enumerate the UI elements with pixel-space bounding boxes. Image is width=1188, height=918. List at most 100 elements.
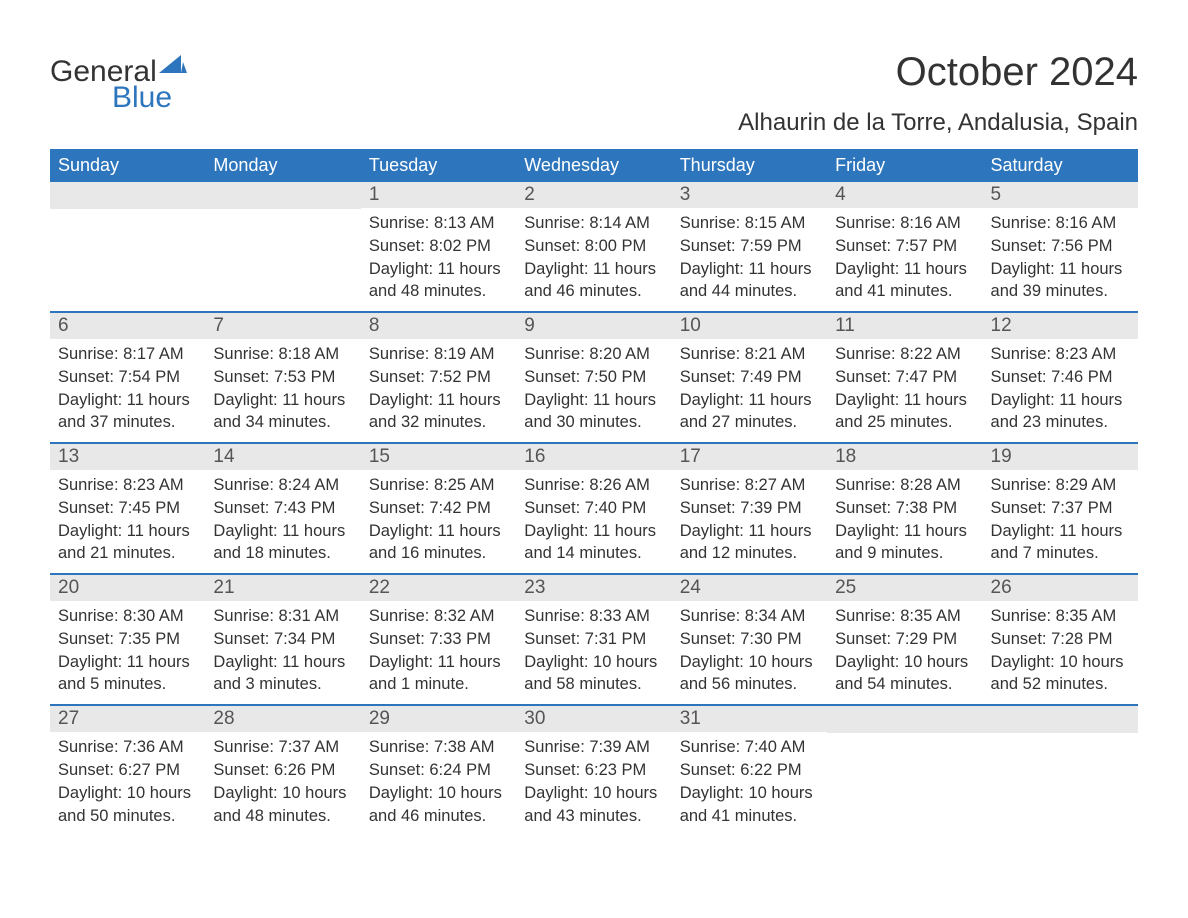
day-number: 4: [827, 182, 982, 208]
sunset-text: Sunset: 7:59 PM: [680, 235, 819, 258]
sunset-text: Sunset: 6:23 PM: [524, 759, 663, 782]
sunrise-text: Sunrise: 8:35 AM: [835, 605, 974, 628]
sunset-text: Sunset: 7:46 PM: [991, 366, 1130, 389]
day-number: 20: [50, 575, 205, 601]
sunset-text: Sunset: 8:02 PM: [369, 235, 508, 258]
sunset-text: Sunset: 6:22 PM: [680, 759, 819, 782]
daylight-text: Daylight: 11 hours and 9 minutes.: [835, 520, 974, 566]
day-body: Sunrise: 8:27 AMSunset: 7:39 PMDaylight:…: [672, 470, 827, 573]
daylight-text: Daylight: 11 hours and 39 minutes.: [991, 258, 1130, 304]
daylight-text: Daylight: 10 hours and 48 minutes.: [213, 782, 352, 828]
day-number-empty: [50, 182, 205, 209]
sunrise-text: Sunrise: 8:19 AM: [369, 343, 508, 366]
week-row: 1Sunrise: 8:13 AMSunset: 8:02 PMDaylight…: [50, 182, 1138, 311]
day-cell: 17Sunrise: 8:27 AMSunset: 7:39 PMDayligh…: [672, 444, 827, 573]
sunset-text: Sunset: 8:00 PM: [524, 235, 663, 258]
day-cell: 9Sunrise: 8:20 AMSunset: 7:50 PMDaylight…: [516, 313, 671, 442]
day-number: 12: [983, 313, 1138, 339]
day-cell: 4Sunrise: 8:16 AMSunset: 7:57 PMDaylight…: [827, 182, 982, 311]
sunrise-text: Sunrise: 7:37 AM: [213, 736, 352, 759]
sunset-text: Sunset: 7:50 PM: [524, 366, 663, 389]
sunset-text: Sunset: 7:38 PM: [835, 497, 974, 520]
day-cell: 28Sunrise: 7:37 AMSunset: 6:26 PMDayligh…: [205, 706, 360, 835]
sunset-text: Sunset: 7:34 PM: [213, 628, 352, 651]
sunrise-text: Sunrise: 8:35 AM: [991, 605, 1130, 628]
day-body: Sunrise: 8:20 AMSunset: 7:50 PMDaylight:…: [516, 339, 671, 442]
day-cell: 8Sunrise: 8:19 AMSunset: 7:52 PMDaylight…: [361, 313, 516, 442]
day-number: 6: [50, 313, 205, 339]
daylight-text: Daylight: 11 hours and 37 minutes.: [58, 389, 197, 435]
daylight-text: Daylight: 10 hours and 58 minutes.: [524, 651, 663, 697]
sunset-text: Sunset: 6:26 PM: [213, 759, 352, 782]
sunrise-text: Sunrise: 8:23 AM: [58, 474, 197, 497]
header: General Blue October 2024 Alhaurin de la…: [50, 50, 1138, 137]
calendar: Sunday Monday Tuesday Wednesday Thursday…: [50, 149, 1138, 835]
sunrise-text: Sunrise: 8:27 AM: [680, 474, 819, 497]
daylight-text: Daylight: 11 hours and 30 minutes.: [524, 389, 663, 435]
daylight-text: Daylight: 11 hours and 48 minutes.: [369, 258, 508, 304]
daylight-text: Daylight: 10 hours and 43 minutes.: [524, 782, 663, 828]
sunset-text: Sunset: 7:52 PM: [369, 366, 508, 389]
daylight-text: Daylight: 11 hours and 14 minutes.: [524, 520, 663, 566]
day-body: Sunrise: 8:34 AMSunset: 7:30 PMDaylight:…: [672, 601, 827, 704]
sunset-text: Sunset: 7:30 PM: [680, 628, 819, 651]
day-cell: 3Sunrise: 8:15 AMSunset: 7:59 PMDaylight…: [672, 182, 827, 311]
sunrise-text: Sunrise: 8:32 AM: [369, 605, 508, 628]
sunrise-text: Sunrise: 8:18 AM: [213, 343, 352, 366]
day-cell: 16Sunrise: 8:26 AMSunset: 7:40 PMDayligh…: [516, 444, 671, 573]
day-cell: 27Sunrise: 7:36 AMSunset: 6:27 PMDayligh…: [50, 706, 205, 835]
day-number: 25: [827, 575, 982, 601]
daylight-text: Daylight: 11 hours and 21 minutes.: [58, 520, 197, 566]
sunrise-text: Sunrise: 8:28 AM: [835, 474, 974, 497]
day-number: 14: [205, 444, 360, 470]
day-cell: 5Sunrise: 8:16 AMSunset: 7:56 PMDaylight…: [983, 182, 1138, 311]
day-body: Sunrise: 8:23 AMSunset: 7:45 PMDaylight:…: [50, 470, 205, 573]
logo: General Blue: [50, 50, 187, 113]
day-body: Sunrise: 8:22 AMSunset: 7:47 PMDaylight:…: [827, 339, 982, 442]
day-cell: 6Sunrise: 8:17 AMSunset: 7:54 PMDaylight…: [50, 313, 205, 442]
daylight-text: Daylight: 10 hours and 50 minutes.: [58, 782, 197, 828]
day-cell: 1Sunrise: 8:13 AMSunset: 8:02 PMDaylight…: [361, 182, 516, 311]
daylight-text: Daylight: 11 hours and 7 minutes.: [991, 520, 1130, 566]
sunset-text: Sunset: 7:40 PM: [524, 497, 663, 520]
logo-text-blue: Blue: [112, 82, 187, 114]
weeks-container: 1Sunrise: 8:13 AMSunset: 8:02 PMDaylight…: [50, 182, 1138, 835]
sunrise-text: Sunrise: 8:29 AM: [991, 474, 1130, 497]
day-body: Sunrise: 7:38 AMSunset: 6:24 PMDaylight:…: [361, 732, 516, 835]
day-number: 15: [361, 444, 516, 470]
sunset-text: Sunset: 7:57 PM: [835, 235, 974, 258]
day-header-sunday: Sunday: [50, 149, 205, 182]
daylight-text: Daylight: 10 hours and 54 minutes.: [835, 651, 974, 697]
day-body: Sunrise: 8:32 AMSunset: 7:33 PMDaylight:…: [361, 601, 516, 704]
day-cell: 10Sunrise: 8:21 AMSunset: 7:49 PMDayligh…: [672, 313, 827, 442]
sunrise-text: Sunrise: 8:16 AM: [835, 212, 974, 235]
day-cell: 26Sunrise: 8:35 AMSunset: 7:28 PMDayligh…: [983, 575, 1138, 704]
day-body: Sunrise: 8:15 AMSunset: 7:59 PMDaylight:…: [672, 208, 827, 311]
sunset-text: Sunset: 7:31 PM: [524, 628, 663, 651]
day-cell: 24Sunrise: 8:34 AMSunset: 7:30 PMDayligh…: [672, 575, 827, 704]
day-cell: 12Sunrise: 8:23 AMSunset: 7:46 PMDayligh…: [983, 313, 1138, 442]
day-body: Sunrise: 8:23 AMSunset: 7:46 PMDaylight:…: [983, 339, 1138, 442]
daylight-text: Daylight: 11 hours and 3 minutes.: [213, 651, 352, 697]
sunset-text: Sunset: 7:28 PM: [991, 628, 1130, 651]
sunset-text: Sunset: 7:47 PM: [835, 366, 974, 389]
daylight-text: Daylight: 11 hours and 12 minutes.: [680, 520, 819, 566]
sunset-text: Sunset: 7:35 PM: [58, 628, 197, 651]
day-number: 27: [50, 706, 205, 732]
day-cell: 14Sunrise: 8:24 AMSunset: 7:43 PMDayligh…: [205, 444, 360, 573]
day-number: 3: [672, 182, 827, 208]
day-cell: [827, 706, 982, 835]
day-cell: 21Sunrise: 8:31 AMSunset: 7:34 PMDayligh…: [205, 575, 360, 704]
day-number: 29: [361, 706, 516, 732]
day-number: 23: [516, 575, 671, 601]
sunrise-text: Sunrise: 8:25 AM: [369, 474, 508, 497]
day-number: 31: [672, 706, 827, 732]
day-body: Sunrise: 8:19 AMSunset: 7:52 PMDaylight:…: [361, 339, 516, 442]
sunrise-text: Sunrise: 7:40 AM: [680, 736, 819, 759]
sail-icon: [159, 50, 187, 82]
week-row: 27Sunrise: 7:36 AMSunset: 6:27 PMDayligh…: [50, 704, 1138, 835]
sunrise-text: Sunrise: 8:13 AM: [369, 212, 508, 235]
day-body: Sunrise: 7:37 AMSunset: 6:26 PMDaylight:…: [205, 732, 360, 835]
sunset-text: Sunset: 7:29 PM: [835, 628, 974, 651]
daylight-text: Daylight: 11 hours and 44 minutes.: [680, 258, 819, 304]
